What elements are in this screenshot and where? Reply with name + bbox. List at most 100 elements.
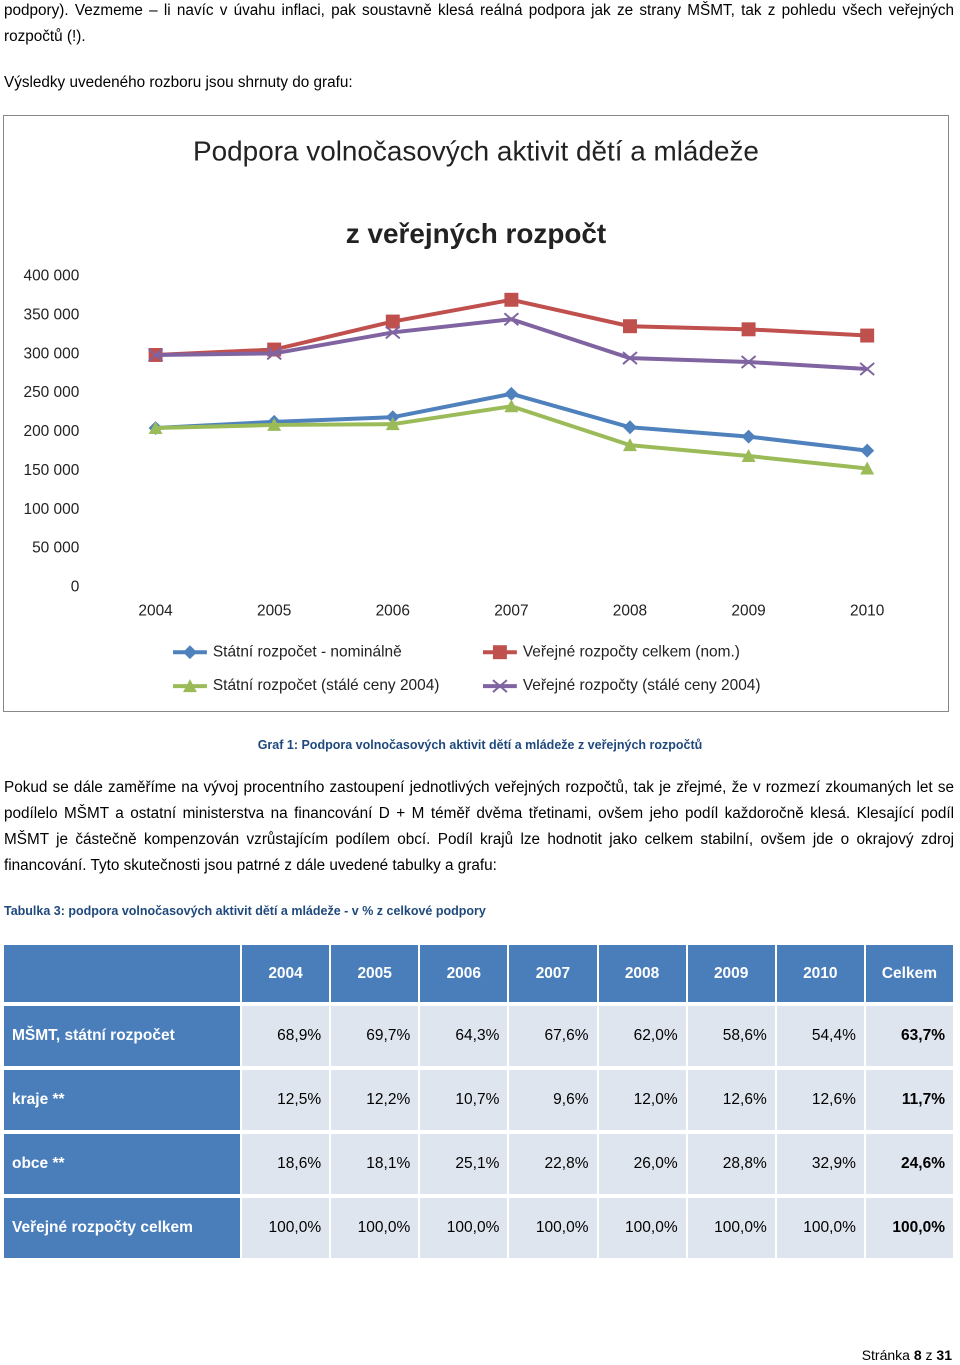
cell: 100,0% bbox=[776, 1194, 866, 1258]
marker bbox=[860, 443, 875, 458]
cell: 12,2% bbox=[331, 1066, 421, 1130]
cell: 68,9% bbox=[242, 1002, 332, 1066]
corner-cell bbox=[4, 945, 242, 1002]
marker bbox=[492, 645, 507, 660]
cell: 12,0% bbox=[598, 1066, 688, 1130]
cell: 26,0% bbox=[598, 1130, 688, 1194]
x-tick-label: 2010 bbox=[850, 602, 884, 619]
cell: 62,0% bbox=[598, 1002, 688, 1066]
y-tick-label: 400 000 bbox=[24, 268, 80, 285]
legend-label: Státní rozpočet - nominálně bbox=[213, 643, 402, 660]
cell: 12,6% bbox=[687, 1066, 777, 1130]
cell: 100,0% bbox=[598, 1194, 688, 1258]
row-label: Veřejné rozpočty celkem bbox=[4, 1194, 242, 1258]
page-number: 8 bbox=[913, 1347, 922, 1363]
column-header: Celkem bbox=[865, 945, 955, 1002]
column-header: 2010 bbox=[776, 945, 866, 1002]
line bbox=[155, 317, 868, 371]
marker bbox=[623, 319, 637, 334]
marker bbox=[148, 421, 163, 435]
marker bbox=[385, 417, 400, 431]
paragraph: Pokud se dále zaměříme na vývoj procentn… bbox=[4, 779, 954, 874]
y-tick-label: 350 000 bbox=[24, 306, 80, 323]
x-tick-label: 2004 bbox=[138, 602, 173, 619]
y-tick-label: 250 000 bbox=[24, 384, 80, 401]
cell: 100,0% bbox=[420, 1194, 510, 1258]
cell: 10,7% bbox=[420, 1066, 510, 1130]
cell: 32,9% bbox=[776, 1130, 866, 1194]
table-row: Veřejné rozpočty celkem 100,0% 100,0% 100,0… bbox=[4, 1194, 955, 1258]
y-tick-label: 0 bbox=[71, 578, 80, 595]
marker bbox=[741, 449, 756, 463]
column-header: 2004 bbox=[242, 945, 332, 1002]
table: 2004 2005 2006 2007 2008 2009 2010 Celkem MŠMT, … bbox=[4, 945, 955, 1258]
cell: 63,7% bbox=[865, 1002, 955, 1066]
y-tick-label: 50 000 bbox=[32, 540, 79, 557]
marker bbox=[385, 314, 400, 329]
row-label: obce ** bbox=[4, 1130, 242, 1194]
page-total: 31 bbox=[936, 1347, 952, 1363]
line bbox=[155, 297, 868, 357]
x-tick-label: 2007 bbox=[494, 602, 528, 619]
footer: Stránka 8 z 31 bbox=[862, 1347, 952, 1363]
marker bbox=[147, 348, 164, 362]
marker bbox=[503, 312, 520, 326]
cell: 58,6% bbox=[687, 1002, 777, 1066]
cell: 54,4% bbox=[776, 1002, 866, 1066]
x-tick-label: 2005 bbox=[257, 602, 291, 619]
footer-of: z bbox=[925, 1347, 933, 1363]
column-header: 2008 bbox=[598, 945, 688, 1002]
legend-label: Veřejné rozpočty (stálé ceny 2004) bbox=[523, 677, 761, 694]
cell: 12,6% bbox=[776, 1066, 866, 1130]
cell: 11,7% bbox=[865, 1066, 955, 1130]
x-tick-label: 2009 bbox=[731, 602, 765, 619]
x-tick-label: 2006 bbox=[376, 602, 410, 619]
cell: 67,6% bbox=[509, 1002, 599, 1066]
marker bbox=[860, 461, 875, 475]
marker bbox=[741, 322, 756, 337]
cell: 69,7% bbox=[331, 1002, 421, 1066]
cell: 18,6% bbox=[242, 1130, 332, 1194]
marker bbox=[385, 325, 401, 340]
y-tick-label: 300 000 bbox=[24, 345, 80, 362]
marker bbox=[623, 420, 637, 435]
column-header: 2006 bbox=[420, 945, 510, 1002]
cell: 100,0% bbox=[242, 1194, 332, 1258]
cell: 12,5% bbox=[242, 1066, 332, 1130]
marker bbox=[623, 438, 637, 452]
marker bbox=[860, 328, 875, 343]
chart-subtitle: z veřejných rozpočt bbox=[346, 218, 606, 249]
cell: 64,3% bbox=[420, 1002, 510, 1066]
cell: 22,8% bbox=[509, 1130, 599, 1194]
legend-label: Veřejné rozpočty celkem (nom.) bbox=[523, 643, 740, 660]
marker bbox=[504, 399, 519, 413]
marker bbox=[182, 679, 197, 693]
marker bbox=[267, 417, 282, 431]
paragraph: podpory). Vezmeme – li navíc v úvahu inf… bbox=[4, 2, 954, 45]
cell: 25,1% bbox=[420, 1130, 510, 1194]
cell: 28,8% bbox=[687, 1130, 777, 1194]
row-label: kraje ** bbox=[4, 1066, 242, 1130]
chart-title: Podpora volnočasových aktivit dětí a mlá… bbox=[193, 135, 759, 166]
y-tick-label: 100 000 bbox=[24, 501, 80, 518]
marker bbox=[385, 410, 400, 425]
header-row: 2004 2005 2006 2007 2008 2009 2010 Celkem bbox=[4, 945, 955, 1002]
row-label: MŠMT, státní rozpočet bbox=[4, 1002, 242, 1066]
cell: 100,0% bbox=[865, 1194, 955, 1258]
column-header: 2007 bbox=[509, 945, 599, 1002]
table-row: obce ** 18,6% 18,1% 25,1% 22,8% 26,0% 28,8% 32,… bbox=[4, 1130, 955, 1194]
chart-caption: Graf 1: Podpora volnočasových aktivit dě… bbox=[257, 738, 703, 752]
table-caption: Tabulka 3: podpora volnočasových aktivit… bbox=[4, 904, 486, 918]
marker bbox=[182, 645, 197, 660]
y-tick-label: 150 000 bbox=[24, 462, 80, 479]
column-header: 2009 bbox=[687, 945, 777, 1002]
cell: 100,0% bbox=[687, 1194, 777, 1258]
cell: 18,1% bbox=[331, 1130, 421, 1194]
paragraph: Výsledky uvedeného rozboru jsou shrnuty … bbox=[4, 74, 353, 91]
marker bbox=[504, 292, 519, 307]
marker bbox=[622, 351, 638, 365]
marker bbox=[492, 679, 508, 693]
marker bbox=[859, 362, 875, 376]
table-row: MŠMT, státní rozpočet 68,9% 69,7% 64,3% 67,6… bbox=[4, 1002, 955, 1066]
